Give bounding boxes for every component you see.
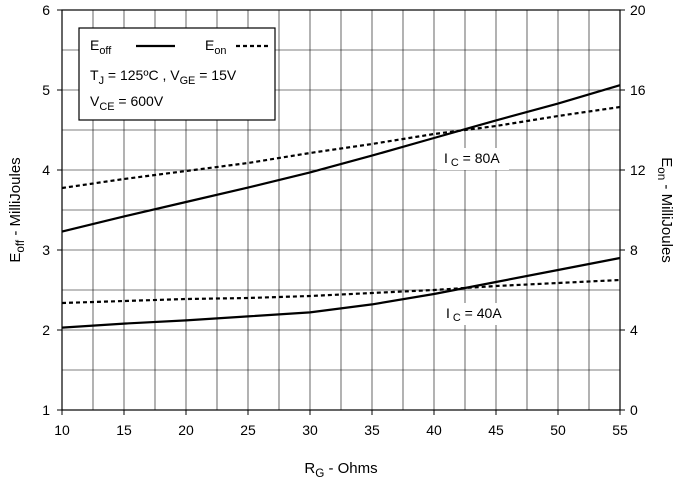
legend-eon-label-sub: on: [214, 45, 226, 57]
y-axis-right-label-sub: on: [655, 167, 668, 180]
y-left-tick-label: 2: [42, 322, 50, 338]
series-line-2-eoff: [61, 256, 621, 329]
y-left-tick-label: 5: [42, 82, 50, 98]
legend-cond1-tj_sub: J: [99, 75, 104, 87]
x-tick-label: 10: [54, 422, 70, 438]
annotation-label-rest: = 80A: [459, 150, 501, 166]
x-tick-label: 45: [488, 422, 504, 438]
x-tick-label: 50: [550, 422, 566, 438]
legend-box: [78, 27, 276, 121]
series-line-3-eon: [61, 278, 621, 305]
y-right-tick-label: 8: [630, 242, 638, 258]
y-axis-left-label-rest: - MilliJoules: [7, 157, 24, 240]
legend-conditions-line2-sub: CE: [99, 101, 114, 113]
x-tick-label: 25: [240, 422, 256, 438]
annotation-label-main: I: [444, 150, 448, 166]
legend-eon-label-main: E: [205, 37, 214, 53]
legend-cond1-vge_main: V: [170, 67, 180, 83]
y-right-tick-label: 12: [630, 162, 646, 178]
y-right-tick-label: 20: [630, 2, 646, 18]
annotation-label-rest: = 40A: [461, 305, 503, 321]
series-line-0-eoff: [61, 84, 621, 233]
y-right-tick-label: 0: [630, 402, 638, 418]
y-axis-right-label: Eon - MilliJoules: [655, 157, 675, 263]
annotation-bg: [438, 303, 510, 325]
y-axis-right-label-rest: - MilliJoules: [658, 180, 675, 263]
x-tick-label: 40: [426, 422, 442, 438]
y-axis-left-label: Eoff - MilliJoules: [7, 157, 27, 262]
legend-cond1-vge_sub: GE: [180, 75, 196, 87]
legend-conditions-line1: TJ = 125ºC , VGE = 15V: [90, 67, 237, 87]
legend-conditions-line2-main: V: [90, 93, 100, 109]
legend-conditions-line2-rest: = 600V: [115, 93, 164, 109]
y-right-tick-label: 4: [630, 322, 638, 338]
annotation-label-sub: C: [450, 312, 461, 324]
legend-cond1-tj_rest: = 125ºC ,: [104, 67, 170, 83]
legend-cond1-vge_rest: = 15V: [195, 67, 237, 83]
legend-conditions-line2: VCE = 600V: [90, 93, 164, 113]
x-tick-label: 30: [302, 422, 318, 438]
legend-eon-label: Eon: [205, 37, 226, 57]
legend-cond1-tj_main: T: [90, 67, 99, 83]
x-tick-label: 20: [178, 422, 194, 438]
x-axis-label-rest: - Ohms: [324, 460, 377, 477]
x-tick-label: 35: [364, 422, 380, 438]
y-axis-left-label-main: E: [7, 253, 24, 263]
annotation-label-sub: C: [448, 157, 459, 169]
y-axis-right-label-main: E: [658, 157, 675, 167]
annotation-label: I C = 80A: [444, 150, 500, 169]
x-axis-label-main: R: [304, 460, 315, 477]
x-tick-label: 55: [612, 422, 628, 438]
annotation-bg: [437, 148, 509, 170]
legend-eoff-label: Eoff: [90, 37, 112, 57]
plot-frame: [61, 9, 621, 411]
y-left-tick-label: 6: [42, 2, 50, 18]
y-left-tick-label: 4: [42, 162, 50, 178]
y-left-tick-label: 3: [42, 242, 50, 258]
legend-eoff-label-main: E: [90, 37, 99, 53]
y-axis-left-label-sub: off: [14, 239, 27, 253]
y-right-tick-label: 16: [630, 82, 646, 98]
series-line-1-eon: [61, 105, 621, 190]
x-axis-label-sub: G: [315, 467, 324, 480]
legend-eoff-label-sub: off: [99, 45, 112, 57]
annotation-label: I C = 40A: [446, 305, 502, 324]
x-tick-label: 15: [116, 422, 132, 438]
y-left-tick-label: 1: [42, 402, 50, 418]
x-axis-label: RG - Ohms: [304, 460, 377, 480]
annotation-label-main: I: [446, 305, 450, 321]
